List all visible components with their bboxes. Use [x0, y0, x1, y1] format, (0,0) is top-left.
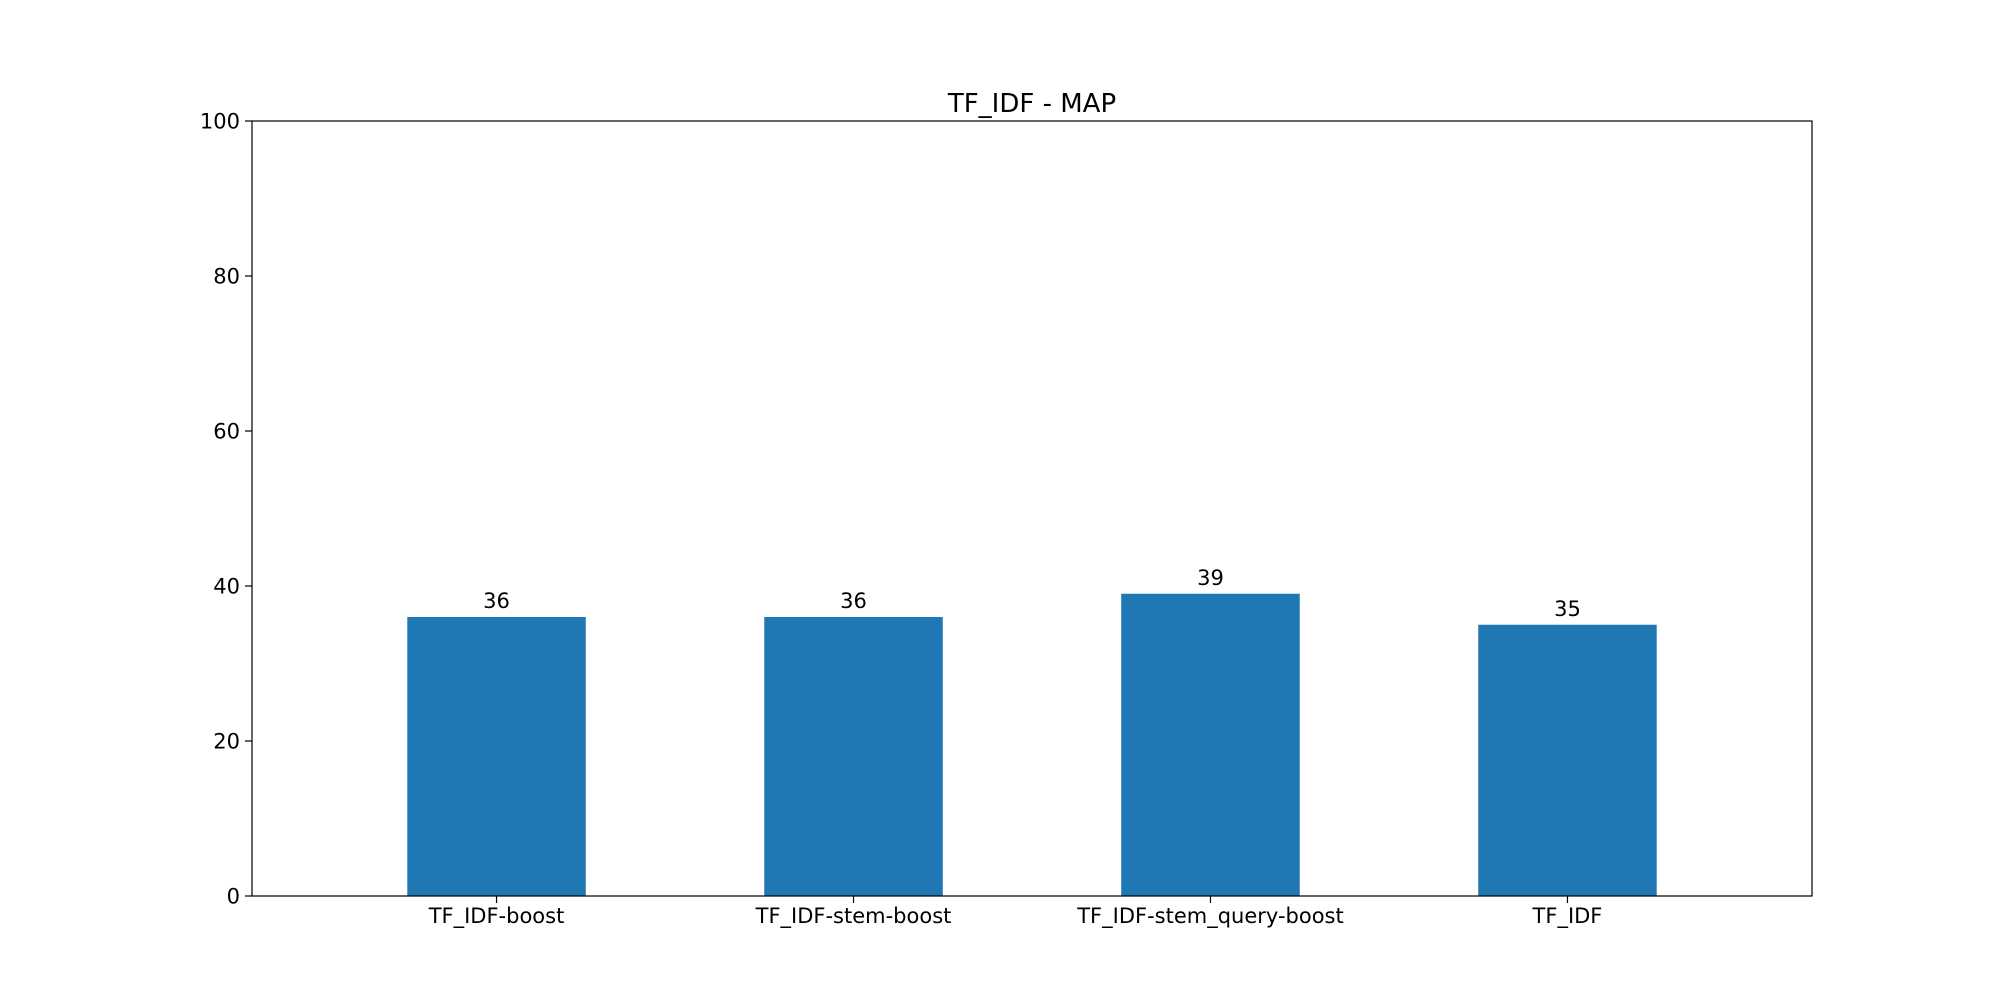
y-tick-label: 0 [227, 885, 240, 909]
x-tick-label: TF_IDF-boost [428, 904, 565, 929]
x-tick-label: TF_IDF-stem-boost [755, 904, 952, 929]
y-tick-label: 80 [213, 265, 240, 289]
y-tick-label: 40 [213, 575, 240, 599]
data-label: 35 [1554, 597, 1581, 621]
ticks-layer: 0 20 40 60 80 100 TF_IDF-boost TF_IDF-stem-boos… [200, 110, 1602, 930]
bar [1121, 593, 1300, 896]
bars-layer [407, 593, 1657, 896]
plot-frame [251, 120, 1813, 897]
data-label: 36 [840, 589, 867, 613]
bar [407, 617, 586, 896]
x-tick-label: TF_IDF-stem_query-boost [1076, 904, 1344, 929]
bar [1478, 624, 1657, 896]
data-label: 39 [1197, 566, 1224, 590]
chart-title: TF_IDF - MAP [947, 89, 1116, 119]
y-tick-label: 100 [200, 110, 240, 134]
data-labels-layer: 36 36 39 35 [483, 566, 1581, 621]
y-tick-label: 20 [213, 730, 240, 754]
y-tick-label: 60 [213, 420, 240, 444]
data-label: 36 [483, 589, 510, 613]
bar [764, 617, 943, 896]
x-tick-label: TF_IDF [1532, 904, 1603, 929]
